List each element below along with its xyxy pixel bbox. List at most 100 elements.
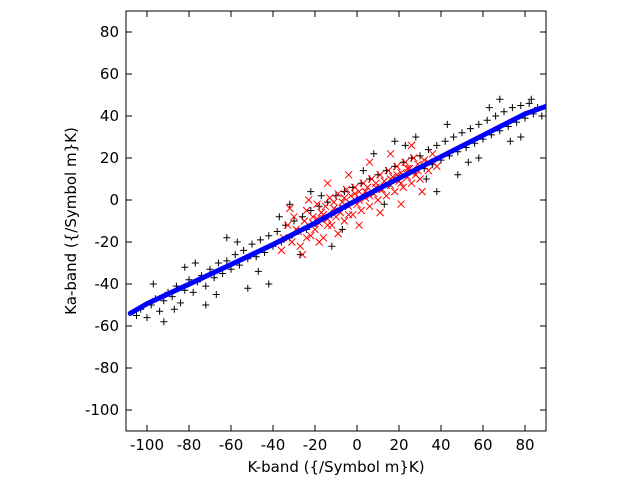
data-point-plus — [441, 137, 449, 145]
data-point-cross — [340, 217, 349, 225]
data-point-plus — [517, 102, 525, 109]
y-tick-label: 20 — [100, 149, 119, 167]
data-point-plus — [492, 112, 500, 120]
data-point-plus — [273, 228, 281, 235]
data-point-plus — [433, 188, 441, 196]
data-point-plus — [422, 175, 430, 183]
data-point-cross — [416, 175, 424, 183]
x-tick-label: -80 — [177, 436, 202, 454]
data-point-plus — [525, 99, 533, 107]
data-point-cross — [397, 200, 405, 209]
data-point-cross — [407, 141, 416, 150]
data-point-plus — [191, 259, 199, 267]
x-axis-label: K-band ({/Symbol m}K) — [247, 458, 424, 476]
data-point-plus — [433, 141, 441, 149]
y-tick-label: 40 — [100, 107, 119, 125]
fit-line — [127, 103, 546, 316]
x-tick-label: -40 — [261, 436, 286, 454]
data-point-cross — [384, 166, 393, 175]
data-point-plus — [496, 95, 504, 103]
data-point-cross — [302, 206, 311, 215]
data-point-plus — [210, 274, 218, 282]
y-tick-label: -60 — [95, 317, 120, 335]
data-point-plus — [149, 280, 157, 288]
data-point-plus — [500, 108, 508, 116]
data-point-cross — [376, 170, 384, 179]
data-point-cross — [340, 194, 349, 202]
data-point-cross — [428, 149, 437, 158]
data-point-plus — [202, 282, 210, 290]
data-point-cross — [304, 196, 313, 204]
data-point-cross — [313, 200, 321, 209]
y-tick-labels: -100 -80 -60 -40 -20 0 20 40 60 80 — [85, 23, 119, 419]
data-point-cross — [355, 187, 363, 196]
data-point-cross — [298, 250, 307, 259]
data-point-plus — [286, 200, 294, 208]
x-tick-label: 80 — [515, 436, 534, 454]
data-point-cross — [344, 170, 353, 179]
data-point-plus — [454, 171, 462, 179]
data-point-plus — [527, 95, 535, 103]
data-point-plus — [443, 120, 451, 128]
data-point-plus — [508, 104, 516, 112]
data-point-cross — [393, 162, 401, 171]
x-tick-labels: -100 -80 -60 -40 -20 0 20 40 60 80 — [130, 436, 535, 454]
data-point-cross — [315, 238, 324, 246]
data-point-plus — [233, 238, 241, 246]
data-point-cross — [288, 238, 296, 246]
data-point-cross — [386, 149, 395, 158]
data-point-plus — [177, 299, 185, 307]
data-point-plus — [189, 288, 197, 296]
data-point-cross — [399, 183, 408, 192]
data-point-cross — [351, 189, 359, 198]
data-point-cross — [363, 183, 372, 192]
data-point-plus — [506, 137, 514, 145]
data-point-plus — [265, 280, 273, 288]
data-point-cross — [306, 231, 315, 240]
data-point-plus — [256, 236, 264, 244]
y-tick-label: 80 — [100, 23, 119, 41]
y-tick-label: -40 — [95, 275, 120, 293]
data-point-plus — [401, 141, 409, 149]
series-1 — [277, 141, 441, 259]
data-point-cross — [401, 158, 410, 167]
data-point-plus — [359, 167, 367, 175]
data-point-plus — [517, 133, 525, 141]
data-point-plus — [458, 129, 466, 137]
data-point-plus — [290, 217, 298, 225]
data-point-cross — [409, 154, 418, 162]
data-point-cross — [334, 229, 342, 238]
data-point-plus — [214, 259, 222, 267]
data-point-plus — [307, 188, 315, 196]
data-point-plus — [416, 152, 424, 160]
data-point-cross — [365, 158, 374, 167]
data-point-plus — [223, 257, 231, 265]
x-tick-label: -100 — [130, 436, 164, 454]
y-tick-label: -100 — [85, 401, 119, 419]
data-point-plus — [223, 234, 231, 242]
data-point-plus — [244, 284, 252, 292]
data-point-plus — [307, 207, 315, 214]
data-point-plus — [317, 192, 325, 200]
x-tick-label: 60 — [473, 436, 492, 454]
x-tick-label: 0 — [352, 436, 362, 454]
x-tick-label: -60 — [219, 436, 244, 454]
data-point-cross — [323, 221, 332, 230]
data-point-plus — [275, 213, 283, 221]
data-point-plus — [391, 137, 399, 145]
y-tick-label: -80 — [95, 359, 120, 377]
data-point-plus — [475, 120, 483, 128]
data-layer — [127, 95, 546, 326]
data-point-plus — [466, 125, 474, 133]
data-point-plus — [424, 146, 432, 154]
data-point-plus — [328, 242, 336, 250]
data-point-cross — [357, 206, 366, 215]
data-point-plus — [240, 246, 248, 254]
data-point-plus — [450, 133, 458, 141]
data-point-cross — [330, 198, 338, 206]
data-point-cross — [309, 212, 317, 221]
data-point-cross — [346, 191, 355, 200]
data-point-plus — [212, 291, 220, 298]
data-point-cross — [355, 221, 363, 230]
